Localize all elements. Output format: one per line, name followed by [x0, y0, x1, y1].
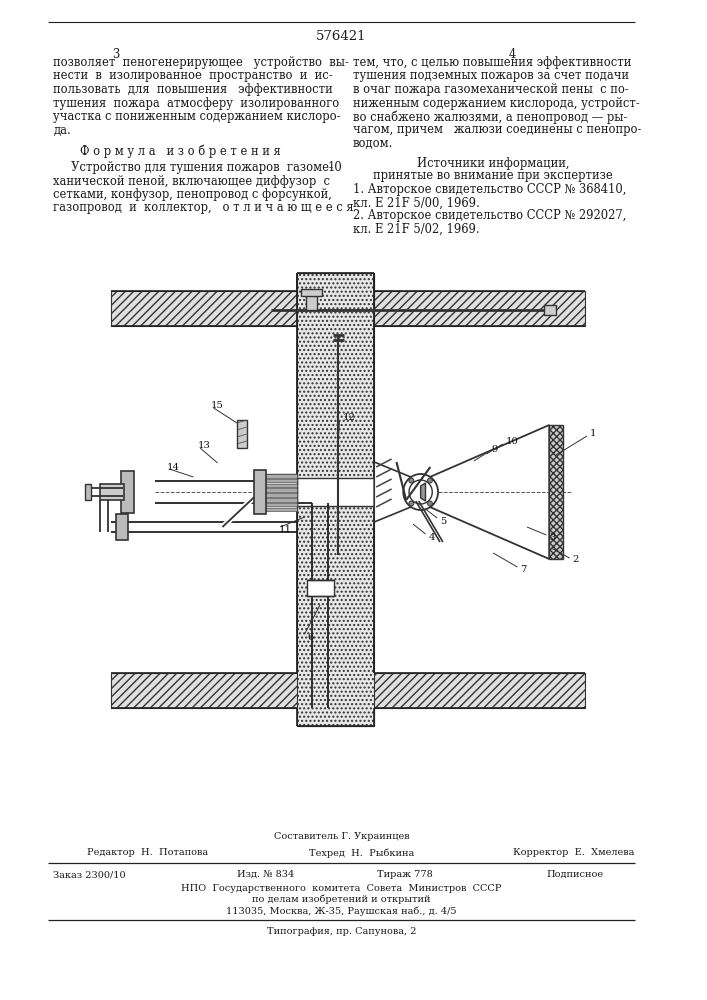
Text: 4: 4 — [428, 532, 435, 542]
Text: тушения подземных пожаров за счет подачи: тушения подземных пожаров за счет подачи — [353, 70, 629, 83]
Text: 2: 2 — [573, 556, 579, 564]
Text: 7: 7 — [520, 566, 527, 574]
Bar — [307, 580, 334, 596]
Text: во снабжено жалюзями, а пенопровод — ры-: во снабжено жалюзями, а пенопровод — ры- — [353, 110, 627, 123]
Text: тем, что, с целью повышения эффективности: тем, что, с целью повышения эффективност… — [353, 56, 631, 69]
Text: чагом, причем   жалюзи соединены с пенопро-: чагом, причем жалюзи соединены с пенопро… — [353, 123, 641, 136]
Text: да.: да. — [53, 123, 71, 136]
Circle shape — [428, 501, 433, 506]
Text: НПО  Государственного  комитета  Совета  Министров  СССР: НПО Государственного комитета Совета Мин… — [181, 884, 501, 893]
Text: 11: 11 — [279, 526, 291, 534]
Bar — [297, 708, 374, 726]
Text: Типография, пр. Сапунова, 2: Типография, пр. Сапунова, 2 — [267, 927, 416, 936]
Text: 10: 10 — [506, 436, 519, 446]
Bar — [297, 273, 374, 291]
Bar — [262, 498, 297, 502]
Text: 9: 9 — [491, 444, 498, 454]
Text: Заказ 2300/10: Заказ 2300/10 — [53, 870, 126, 879]
Bar — [237, 420, 247, 448]
Text: 4: 4 — [509, 48, 516, 61]
Text: Ф о р м у л а   и з о б р е т е н и я: Ф о р м у л а и з о б р е т е н и я — [81, 145, 281, 158]
Text: 13: 13 — [197, 442, 210, 450]
Text: Подписное: Подписное — [547, 870, 604, 879]
Polygon shape — [374, 462, 421, 522]
Text: Устройство для тушения пожаров  газоме-: Устройство для тушения пожаров газоме- — [53, 161, 333, 174]
Text: 15: 15 — [211, 400, 223, 410]
Text: тушения  пожара  атмосферу  изолированного: тушения пожара атмосферу изолированного — [53, 97, 339, 109]
Circle shape — [409, 478, 414, 483]
Text: нести  в  изолированное  пространство  и  ис-: нести в изолированное пространство и ис- — [53, 70, 333, 83]
Bar — [297, 273, 374, 726]
Text: по делам изобретений и открытий: по делам изобретений и открытий — [252, 895, 431, 904]
Bar — [264, 474, 297, 510]
Text: Корректор  Е.  Хмелева: Корректор Е. Хмелева — [513, 848, 634, 857]
Text: Составитель Г. Украинцев: Составитель Г. Украинцев — [274, 832, 409, 841]
Text: Изд. № 834: Изд. № 834 — [237, 870, 294, 879]
Text: кл. Е 21F 5/00, 1969.: кл. Е 21F 5/00, 1969. — [353, 196, 480, 210]
Polygon shape — [421, 483, 426, 501]
Bar — [116, 514, 128, 540]
Bar — [262, 488, 297, 492]
Bar — [262, 479, 297, 482]
Bar — [111, 291, 585, 326]
Text: 1: 1 — [590, 428, 597, 438]
Circle shape — [409, 480, 432, 504]
Bar — [262, 508, 297, 511]
Text: газопровод  и  коллектор,   о т л и ч а ю щ е е с я: газопровод и коллектор, о т л и ч а ю щ … — [53, 202, 353, 215]
Text: 1. Авторское свидетельство СССР № 368410,: 1. Авторское свидетельство СССР № 368410… — [353, 184, 626, 196]
Polygon shape — [549, 425, 563, 559]
Text: Редактор  Н.  Потапова: Редактор Н. Потапова — [87, 848, 208, 857]
Text: 12: 12 — [342, 414, 355, 422]
Text: 576421: 576421 — [316, 30, 367, 43]
Bar — [85, 484, 91, 500]
Bar — [255, 470, 266, 514]
Circle shape — [403, 474, 438, 510]
Text: 10: 10 — [328, 161, 343, 174]
Bar — [262, 484, 297, 487]
Bar — [121, 471, 134, 513]
Circle shape — [428, 478, 433, 483]
Bar — [262, 503, 297, 506]
Text: 6: 6 — [308, 633, 314, 642]
Text: 3: 3 — [112, 48, 119, 61]
Bar — [262, 493, 297, 497]
Bar — [544, 305, 556, 315]
Text: ниженным содержанием кислорода, устройст-: ниженным содержанием кислорода, устройст… — [353, 97, 640, 109]
Text: в очаг пожара газомеханической пены  с по-: в очаг пожара газомеханической пены с по… — [353, 83, 629, 96]
Text: Тираж 778: Тираж 778 — [377, 870, 433, 879]
Text: ханической пеной, включающее диффузор  с: ханической пеной, включающее диффузор с — [53, 174, 330, 188]
Text: принятые во внимание при экспертизе: принятые во внимание при экспертизе — [373, 169, 613, 182]
Text: 5: 5 — [440, 516, 446, 526]
Bar — [111, 673, 585, 708]
Text: Источники информации,: Источники информации, — [417, 156, 569, 169]
Text: пользовать  для  повышения   эффективности: пользовать для повышения эффективности — [53, 83, 333, 96]
Circle shape — [409, 501, 414, 506]
Polygon shape — [421, 425, 549, 559]
Bar — [300, 289, 322, 296]
Text: сетками, конфузор, пенопровод с форсункой,: сетками, конфузор, пенопровод с форсунко… — [53, 188, 332, 201]
Bar — [297, 478, 374, 506]
Bar — [100, 484, 124, 500]
Text: 2. Авторское свидетельство СССР № 292027,: 2. Авторское свидетельство СССР № 292027… — [353, 210, 626, 223]
Bar — [305, 291, 317, 310]
Text: 113035, Москва, Ж-35, Раушская наб., д. 4/5: 113035, Москва, Ж-35, Раушская наб., д. … — [226, 906, 457, 916]
Text: кл. Е 21F 5/02, 1969.: кл. Е 21F 5/02, 1969. — [353, 223, 479, 235]
Text: водом.: водом. — [353, 137, 393, 150]
Text: участка с пониженным содержанием кислоро-: участка с пониженным содержанием кислоро… — [53, 110, 341, 123]
Bar — [262, 474, 297, 478]
Text: Техред  Н.  Рыбкина: Техред Н. Рыбкина — [310, 848, 415, 857]
Text: 14: 14 — [166, 462, 180, 472]
Text: позволяет  пеногенерирующее   устройство  вы-: позволяет пеногенерирующее устройство вы… — [53, 56, 349, 69]
Text: 3: 3 — [549, 532, 556, 542]
